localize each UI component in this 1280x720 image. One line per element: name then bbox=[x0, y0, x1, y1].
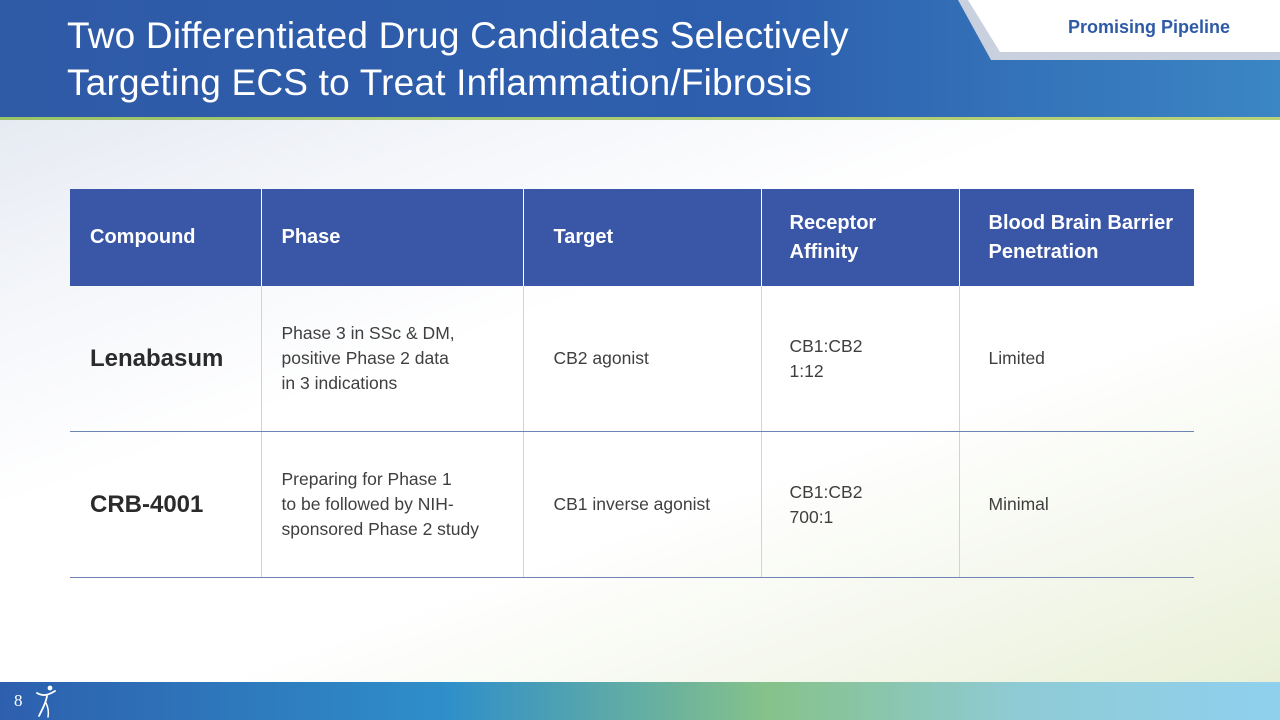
target-cell: CB1 inverse agonist bbox=[522, 431, 761, 578]
compound-cell: CRB-4001 bbox=[70, 431, 261, 578]
compound-cell: Lenabasum bbox=[70, 286, 261, 432]
table-header-row: Compound Phase Target Receptor Affinity … bbox=[70, 189, 1194, 286]
header-compound: Compound bbox=[70, 189, 261, 286]
table-row: CRB-4001 Preparing for Phase 1 to be fol… bbox=[70, 431, 1194, 578]
bbb-cell: Minimal bbox=[958, 431, 1194, 578]
figure-logo-icon bbox=[36, 685, 56, 718]
section-tag: Promising Pipeline bbox=[968, 0, 1280, 52]
header-receptor-affinity: Receptor Affinity bbox=[760, 189, 959, 286]
affinity-cell: CB1:CB2 1:12 bbox=[760, 286, 959, 432]
phase-cell: Preparing for Phase 1 to be followed by … bbox=[260, 431, 523, 578]
pipeline-table: Compound Phase Target Receptor Affinity … bbox=[70, 189, 1194, 578]
bbb-cell: Limited bbox=[958, 286, 1194, 432]
page-number: 8 bbox=[14, 691, 23, 710]
header-phase: Phase bbox=[260, 189, 523, 286]
title-underline bbox=[0, 117, 1280, 120]
footer-bar: 8 bbox=[0, 682, 1280, 720]
header-target: Target bbox=[522, 189, 761, 286]
affinity-cell: CB1:CB2 700:1 bbox=[760, 431, 959, 578]
table-row: Lenabasum Phase 3 in SSc & DM, positive … bbox=[70, 286, 1194, 432]
header-bbb-penetration: Blood Brain Barrier Penetration bbox=[958, 189, 1194, 286]
target-cell: CB2 agonist bbox=[522, 286, 761, 432]
section-tag-label: Promising Pipeline bbox=[1067, 17, 1230, 37]
phase-cell: Phase 3 in SSc & DM, positive Phase 2 da… bbox=[260, 286, 523, 432]
slide-title: Two Differentiated Drug Candidates Selec… bbox=[67, 15, 849, 103]
